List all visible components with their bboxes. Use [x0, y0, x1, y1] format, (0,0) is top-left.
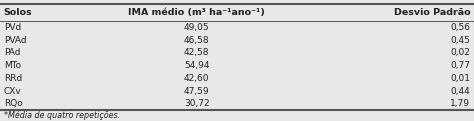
- Text: RQo: RQo: [4, 99, 23, 108]
- Text: 49,05: 49,05: [184, 23, 210, 32]
- Text: MTo: MTo: [4, 61, 21, 70]
- Text: Desvio Padrão: Desvio Padrão: [393, 8, 470, 17]
- Text: *Média de quatro repetições.: *Média de quatro repetições.: [4, 110, 120, 120]
- Text: 46,58: 46,58: [184, 36, 210, 45]
- Text: IMA médio (m³ ha⁻¹ano⁻¹): IMA médio (m³ ha⁻¹ano⁻¹): [128, 8, 265, 17]
- Text: PVAd: PVAd: [4, 36, 27, 45]
- Text: 0,45: 0,45: [450, 36, 470, 45]
- Text: 42,58: 42,58: [184, 48, 210, 57]
- Text: 0,44: 0,44: [450, 87, 470, 96]
- Text: 0,02: 0,02: [450, 48, 470, 57]
- Text: RRd: RRd: [4, 74, 22, 83]
- Text: PVd: PVd: [4, 23, 21, 32]
- Text: 47,59: 47,59: [184, 87, 210, 96]
- Text: PAd: PAd: [4, 48, 20, 57]
- Text: 0,01: 0,01: [450, 74, 470, 83]
- Text: 0,56: 0,56: [450, 23, 470, 32]
- Text: 42,60: 42,60: [184, 74, 210, 83]
- Text: 0,77: 0,77: [450, 61, 470, 70]
- Text: 30,72: 30,72: [184, 99, 210, 108]
- Text: Solos: Solos: [4, 8, 32, 17]
- Text: 1,79: 1,79: [450, 99, 470, 108]
- Text: 54,94: 54,94: [184, 61, 210, 70]
- Text: CXv: CXv: [4, 87, 21, 96]
